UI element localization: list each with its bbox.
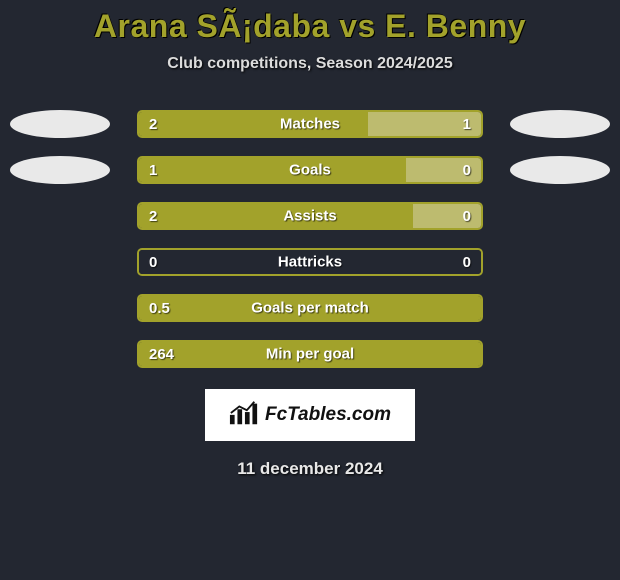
date-text: 11 december 2024 bbox=[0, 459, 620, 479]
stat-label: Hattricks bbox=[278, 254, 342, 271]
stat-label: Matches bbox=[280, 116, 340, 133]
stat-row: 00Hattricks bbox=[0, 239, 620, 285]
stat-label: Assists bbox=[283, 208, 336, 225]
stat-row: 2 0 Assists bbox=[0, 193, 620, 239]
stat-row: 0.5 Goals per match bbox=[0, 285, 620, 331]
player-right-avatar-placeholder bbox=[510, 110, 610, 138]
comparison-card: Arana SÃ¡daba vs E. Benny Club competiti… bbox=[0, 0, 620, 479]
stat-bar: 2 1 Matches bbox=[137, 110, 483, 138]
stat-right-value: 0 bbox=[463, 162, 471, 179]
attribution-logo: FcTables.com bbox=[205, 389, 415, 441]
stat-left-value: 0.5 bbox=[149, 300, 170, 317]
stat-left-value: 2 bbox=[149, 208, 157, 225]
stat-bar: 2 0 Assists bbox=[137, 202, 483, 230]
stat-label: Goals bbox=[289, 162, 331, 179]
stat-right-value: 0 bbox=[463, 208, 471, 225]
stat-right-value: 0 bbox=[463, 254, 471, 271]
stat-bar: 1 0 Goals bbox=[137, 156, 483, 184]
stat-bar: 264 Min per goal bbox=[137, 340, 483, 368]
player-right-avatar-placeholder bbox=[510, 156, 610, 184]
stat-left-value: 2 bbox=[149, 116, 157, 133]
stat-bar-right: 0 bbox=[413, 204, 481, 228]
stat-bar-right: 1 bbox=[368, 112, 481, 136]
stat-right-value: 1 bbox=[463, 116, 471, 133]
chart-icon bbox=[229, 400, 259, 431]
stat-label: Min per goal bbox=[266, 346, 354, 363]
stat-bar: 00Hattricks bbox=[137, 248, 483, 276]
stat-bar-right bbox=[471, 342, 481, 366]
stat-left-value: 264 bbox=[149, 346, 174, 363]
stat-row: 2 1 Matches bbox=[0, 101, 620, 147]
stat-bar: 0.5 Goals per match bbox=[137, 294, 483, 322]
stat-label: Goals per match bbox=[251, 300, 369, 317]
stats-list: 21Matches10Goals20Assists00Hattricks0.5G… bbox=[0, 101, 620, 377]
logo-text: FcTables.com bbox=[265, 404, 391, 426]
page-title: Arana SÃ¡daba vs E. Benny bbox=[0, 8, 620, 45]
subtitle: Club competitions, Season 2024/2025 bbox=[0, 55, 620, 73]
stat-bar-right bbox=[471, 296, 481, 320]
stat-bar-left: 2 bbox=[139, 204, 413, 228]
stat-left-value: 0 bbox=[149, 254, 157, 271]
stat-bar-left: 1 bbox=[139, 158, 406, 182]
stat-row: 264 Min per goal bbox=[0, 331, 620, 377]
stat-bar-right: 0 bbox=[471, 250, 481, 274]
stat-left-value: 1 bbox=[149, 162, 157, 179]
player-left-avatar-placeholder bbox=[10, 110, 110, 138]
player-left-avatar-placeholder bbox=[10, 156, 110, 184]
stat-bar-right: 0 bbox=[406, 158, 481, 182]
stat-row: 1 0 Goals bbox=[0, 147, 620, 193]
